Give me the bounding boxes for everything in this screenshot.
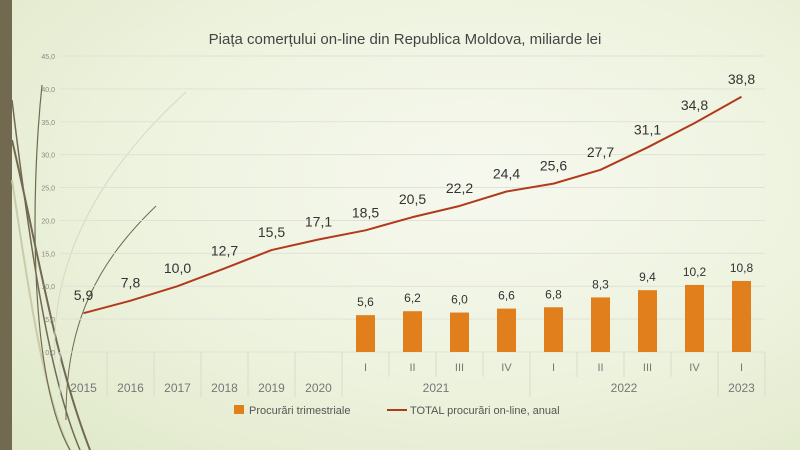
x-group-label: 2021: [423, 381, 450, 395]
x-tick-label: II: [597, 362, 603, 374]
y-tick-label: 40,0: [41, 87, 55, 94]
line-data-label: 27,7: [587, 144, 614, 160]
bar-data-label: 8,3: [592, 277, 609, 291]
line-data-label: 22,2: [446, 180, 473, 196]
line-data-label: 20,5: [399, 191, 426, 207]
bar-data-label: 9,4: [639, 270, 656, 284]
line-data-label: 5,9: [74, 287, 94, 303]
bar-data-label: 6,0: [451, 293, 468, 307]
bar-data-label: 10,8: [730, 261, 754, 275]
y-tick-label: 0,0: [45, 350, 55, 357]
y-tick-label: 15,0: [41, 251, 55, 258]
line-data-label: 12,7: [211, 242, 238, 258]
x-tick-label: III: [455, 362, 464, 374]
x-group-label: 2023: [728, 381, 755, 395]
bar-data-label: 6,2: [404, 291, 421, 305]
y-tick-label: 20,0: [41, 218, 55, 225]
y-tick-label: 35,0: [41, 120, 55, 127]
bar: [638, 290, 657, 352]
line-data-label: 18,5: [352, 204, 379, 220]
chart-title: Piața comerțului on-line din Republica M…: [209, 31, 602, 48]
line-data-label: 10,0: [164, 260, 191, 276]
x-tick-label: 2015: [70, 381, 97, 395]
y-tick-label: 10,0: [41, 284, 55, 291]
x-tick-label: 2017: [164, 381, 191, 395]
bar: [450, 312, 469, 352]
line-data-label: 25,6: [540, 158, 567, 174]
x-tick-label: II: [409, 362, 415, 374]
x-tick-label: III: [643, 362, 652, 374]
line-data-label: 31,1: [634, 121, 661, 137]
slide-accent-bar: [0, 0, 12, 450]
x-tick-label: I: [552, 362, 555, 374]
line-data-label: 38,8: [728, 71, 755, 87]
line-data-label: 15,5: [258, 224, 285, 240]
x-tick-label: 2016: [117, 381, 144, 395]
line-data-label: 17,1: [305, 214, 332, 230]
bar-data-label: 6,8: [545, 287, 562, 301]
bar: [356, 315, 375, 352]
bar: [403, 311, 422, 352]
bar: [732, 280, 751, 352]
legend-label-line: TOTAL procurări on-line, anual: [410, 405, 560, 417]
decorative-curves: [11, 84, 187, 450]
x-tick-label: 2020: [305, 381, 332, 395]
legend-swatch-bars: [234, 405, 244, 414]
x-tick-label: IV: [501, 362, 512, 374]
line-data-label: 24,4: [493, 166, 520, 182]
x-tick-label: 2019: [258, 381, 285, 395]
bar-data-label: 10,2: [683, 265, 707, 279]
legend-label-bars: Procurări trimestriale: [249, 405, 350, 417]
bar: [591, 297, 610, 352]
x-tick-label: I: [364, 362, 367, 374]
y-tick-label: 30,0: [41, 153, 55, 160]
x-tick-label: I: [740, 362, 743, 374]
bar-data-label: 6,6: [498, 289, 515, 303]
series-line: [83, 95, 742, 315]
y-tick-label: 5,0: [45, 317, 55, 324]
line-data-label: 7,8: [121, 275, 141, 291]
bar: [685, 284, 704, 352]
y-tick-label: 45,0: [41, 54, 55, 61]
line-data-label: 34,8: [681, 97, 708, 113]
bar-data-label: 5,6: [357, 295, 374, 309]
bar: [497, 308, 516, 352]
x-tick-label: 2018: [211, 381, 238, 395]
x-tick-label: IV: [689, 362, 700, 374]
y-tick-label: 25,0: [41, 186, 55, 193]
x-group-label: 2022: [611, 381, 638, 395]
bar: [544, 307, 563, 352]
